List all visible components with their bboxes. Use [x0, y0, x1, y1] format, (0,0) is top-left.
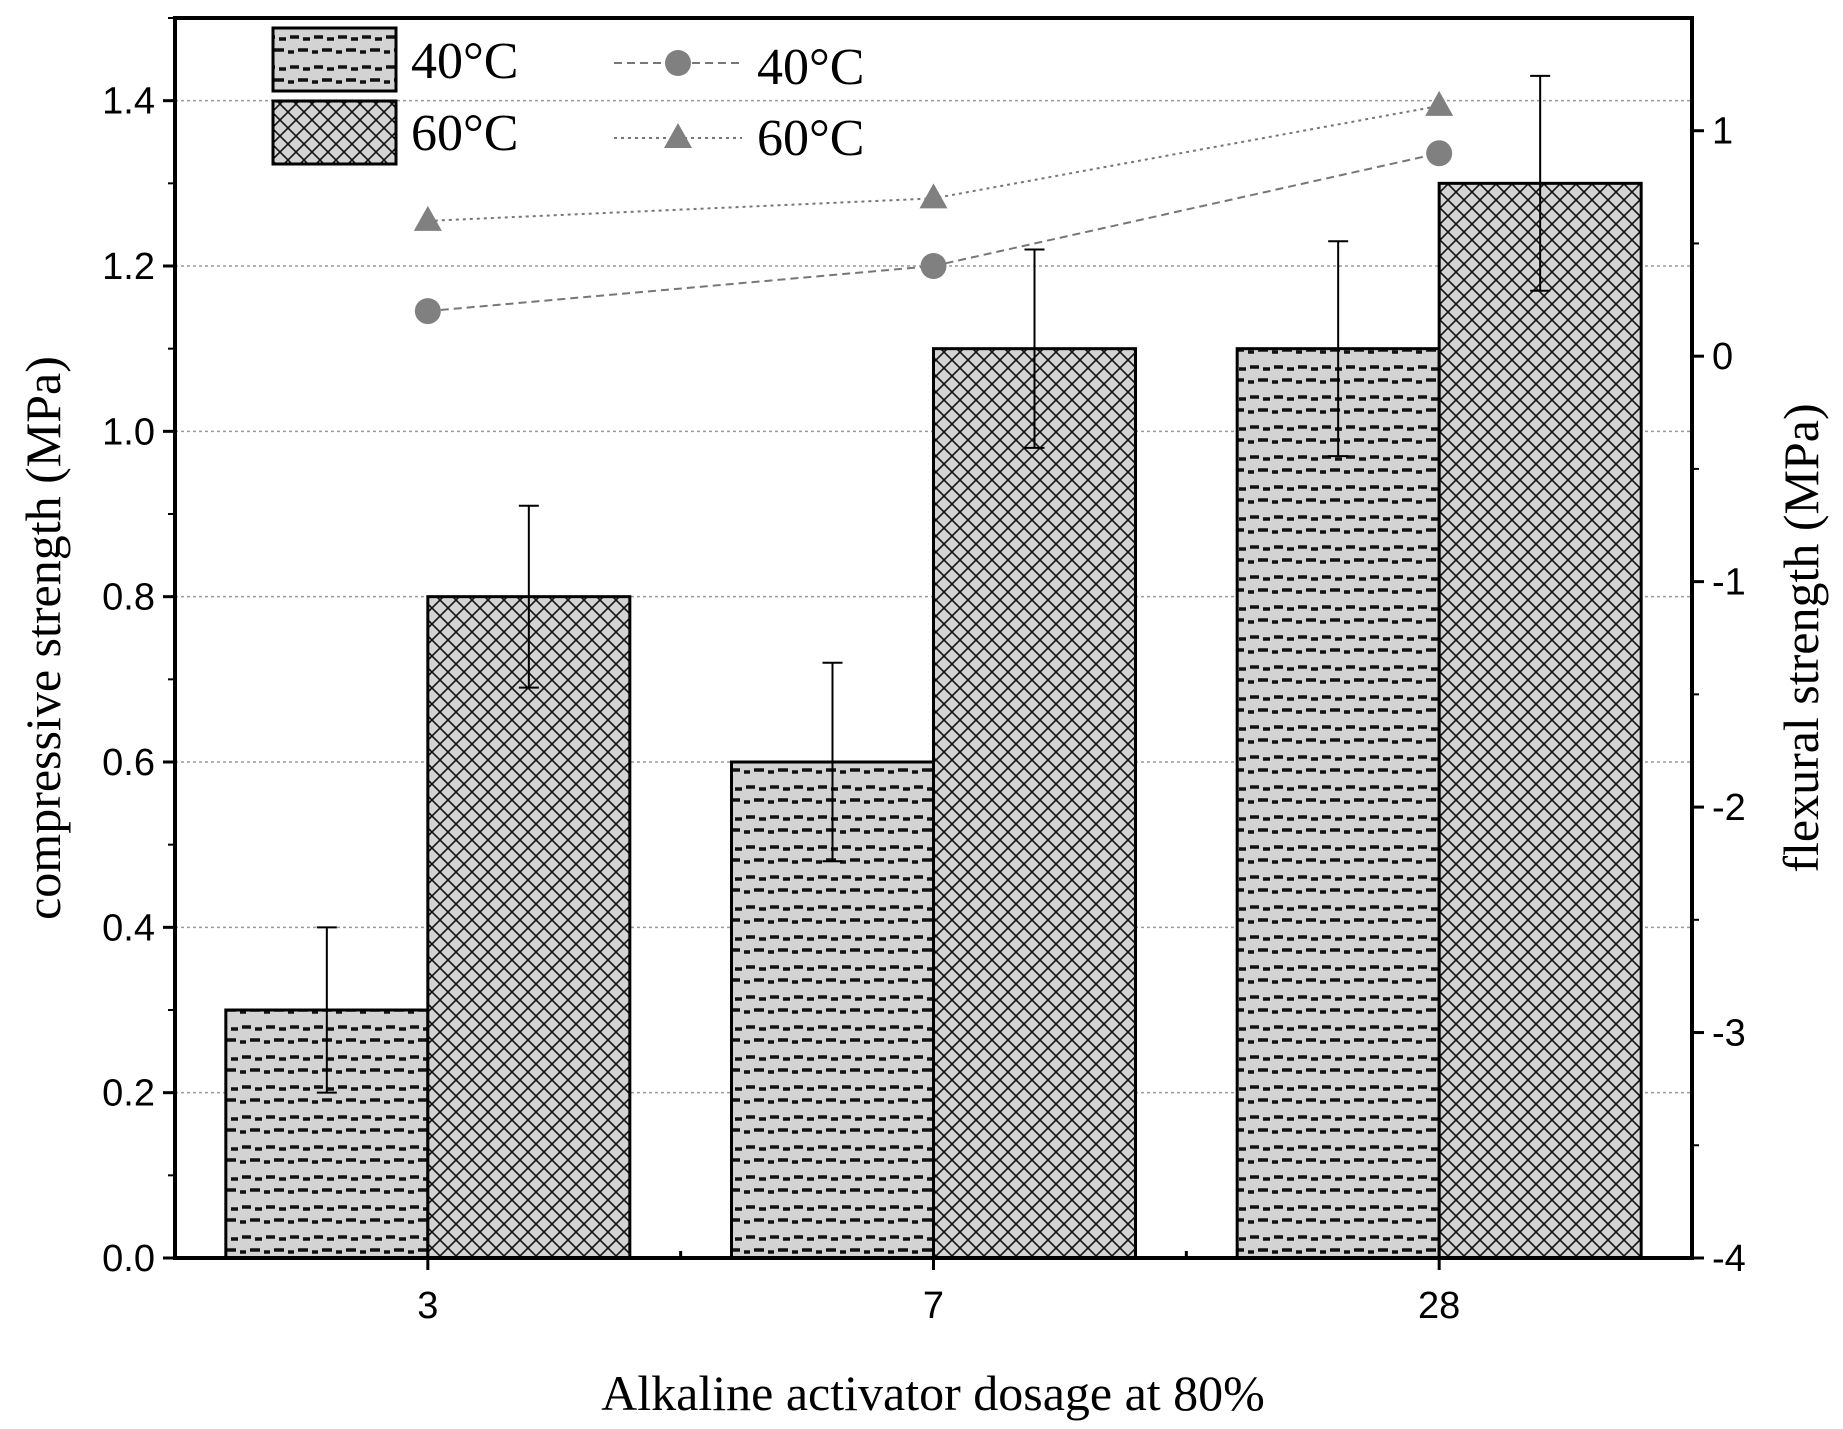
- x-axis-ticks: 3 7 28: [417, 1251, 1460, 1327]
- right-tick-label-3: -1: [1712, 562, 1746, 604]
- bar-60c-7: [932, 347, 1137, 1260]
- line-40c: [427, 152, 1440, 313]
- bar-60c-3: [426, 595, 632, 1260]
- legend-label-40c-line: 40°C: [757, 39, 864, 96]
- right-tick-label-5: 1: [1712, 111, 1733, 153]
- point-40c-circle-28: [1426, 140, 1453, 167]
- right-axis-ticks: -4 -3 -2 -1 0 1: [1692, 111, 1746, 1280]
- legend-label-40c-bar: 40°C: [411, 33, 518, 90]
- left-tick-label-1: 0.2: [102, 1073, 155, 1115]
- x-tick-label-0: 3: [417, 1285, 438, 1327]
- x-tick-label-1: 7: [923, 1285, 944, 1327]
- flexural-lines: [413, 90, 1454, 325]
- y-axis-title-right: flexural strength (MPa): [1773, 403, 1829, 872]
- left-tick-label-6: 1.2: [102, 246, 155, 288]
- x-tick-label-2: 28: [1418, 1285, 1460, 1327]
- left-axis-ticks: 0.0 0.2 0.4 0.6 0.8 1.0 1.2 1.4: [102, 17, 175, 1280]
- right-tick-label-2: -2: [1712, 787, 1746, 829]
- point-60c-triangle-7: [919, 183, 948, 209]
- point-40c-circle-3: [414, 298, 441, 325]
- legend-marker-60c-triangle: [664, 123, 692, 148]
- left-tick-label-5: 1.0: [102, 411, 155, 453]
- bar-40c-28: [1235, 347, 1441, 1260]
- legend-swatch-60c-bar: [271, 99, 398, 166]
- point-60c-triangle-28: [1425, 90, 1454, 116]
- legend-marker-40c-circle: [665, 50, 691, 76]
- legend: 40°C 60°C 40°C 60°C: [271, 26, 864, 167]
- bars: [224, 181, 1643, 1260]
- right-tick-label-1: -3: [1712, 1013, 1746, 1055]
- legend-swatch-40c-bar: [271, 26, 398, 93]
- error-bars: [316, 74, 1551, 1094]
- right-tick-label-0: -4: [1712, 1238, 1746, 1280]
- point-40c-circle-7: [920, 253, 947, 279]
- right-tick-label-4: 0: [1712, 336, 1733, 378]
- left-tick-label-3: 0.6: [102, 742, 155, 784]
- point-60c-triangle-3: [413, 205, 442, 231]
- left-tick-label-0: 0.0: [102, 1238, 155, 1280]
- legend-label-60c-bar: 60°C: [411, 105, 518, 162]
- left-tick-label-2: 0.4: [102, 907, 155, 949]
- x-axis-title: Alkaline activator dosage at 80%: [601, 1365, 1265, 1421]
- left-tick-label-7: 1.4: [102, 81, 155, 123]
- bar-60c-28: [1437, 181, 1643, 1260]
- legend-label-60c-line: 60°C: [757, 110, 864, 167]
- left-tick-label-4: 0.8: [102, 577, 155, 619]
- y-axis-title-left: compressive strength (MPa): [15, 356, 71, 920]
